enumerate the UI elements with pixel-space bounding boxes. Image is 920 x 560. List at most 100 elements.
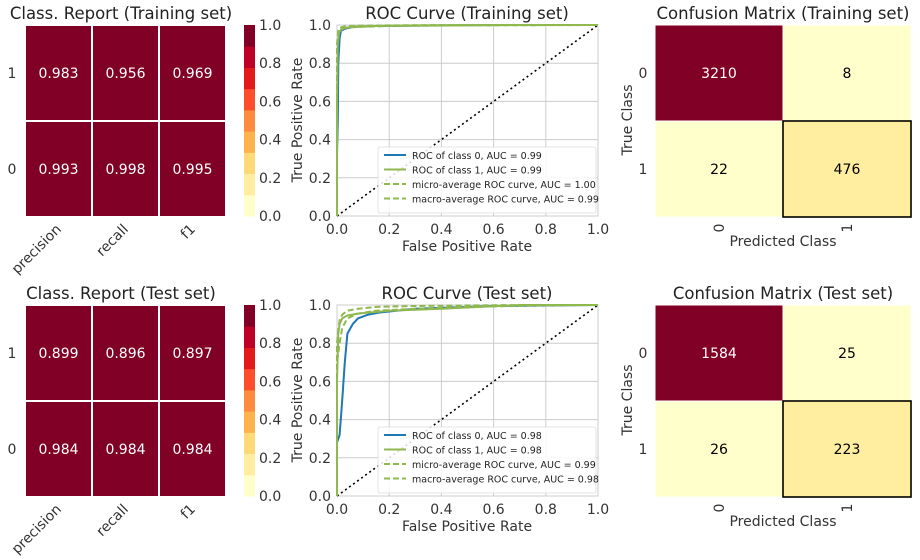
cm-test-title: Confusion Matrix (Test set) [673,284,893,303]
report-cell-value: 0.956 [105,66,145,82]
x-tick-label: 0.4 [430,502,452,518]
colorbar-segment [244,131,255,153]
cr-train-col-label-2: f1 [178,222,199,243]
cr-test-row-label-1: 0 [8,442,17,458]
y-tick-label: 0.6 [309,94,331,110]
colorbar-segment [244,109,255,132]
x-tick-label: 0.6 [482,222,504,238]
legend-entry: ROC of class 0, AUC = 0.98 [412,431,542,442]
report-cell-value: 0.897 [172,346,212,362]
confusion-cell-value: 8 [843,66,852,82]
colorbar-segment [244,432,255,455]
y-tick-label: 0.2 [309,451,331,467]
roc-series-line-2 [336,304,599,496]
report-cell-value: 0.983 [38,66,78,82]
colorbar-segment [244,46,255,68]
roc-series-line-3 [336,24,599,216]
report-cell [91,120,160,218]
cm-training-xlabel: Predicted Class [729,234,836,250]
cr-test-col-label-1: recall [94,502,132,540]
colorbar-segment [244,88,255,111]
roc-training-series [336,24,599,216]
cr-test-col-label-0: precision [9,502,65,558]
roc-training-xlabel: False Positive Rate [402,239,532,255]
cr-train-col-label-1: recall [94,222,132,260]
cm-test-row-label-1: 1 [639,442,648,458]
y-tick-label: 1.0 [309,18,331,34]
colorbar-segment [244,474,255,497]
roc-test-title: ROC Curve (Test set) [382,284,553,303]
x-tick-label: 0.2 [378,502,400,518]
confusion-cell [782,120,912,218]
colorbar-tick-label: 0.4 [259,413,281,429]
roc-curve-test: ROC Curve (Test set) 0.0 0.2 0.4 0.6 0.8 1.0 0… [290,284,609,535]
cr-train-row-label-1: 0 [8,162,17,178]
y-tick-label: 0.6 [309,374,331,390]
cm-test-xlabel: Predicted Class [729,514,836,530]
report-cell-value: 0.995 [172,162,212,178]
x-tick-label: 0.8 [535,502,557,518]
roc-curve-training: ROC Curve (Training set) 0.0 0.2 0.4 0.6 0.8… [290,4,609,255]
x-tick-label: 0.0 [326,502,348,518]
legend-entry: ROC of class 0, AUC = 0.99 [412,151,542,162]
report-cell-value: 0.984 [172,442,212,458]
y-tick-label: 0.8 [309,56,331,72]
colorbar-tick-label: 0.2 [259,451,281,467]
colorbar-segment [244,305,255,327]
confusion-cell-value: 22 [710,162,728,178]
roc-test-diagonal [336,304,599,497]
x-tick-label: 0.6 [482,502,504,518]
legend-entry: micro-average ROC curve, AUC = 1.00 [412,180,596,191]
confusion-cell-value: 3210 [701,66,737,82]
cm-test-row-label-0: 0 [639,346,648,362]
colorbar-segment [244,389,255,412]
y-tick-label: 0.0 [309,209,331,225]
cm-test-cells: 1584 25 26 223 [654,304,912,498]
colorbar-segment [244,152,255,175]
y-tick-label: 0.4 [309,133,331,149]
cm-training-cells: 3210 8 22 476 [654,24,912,218]
y-tick-label: 0.2 [309,171,331,187]
cm-training-title: Confusion Matrix (Training set) [657,4,910,23]
confusion-cell-outline [782,120,912,218]
colorbar-segment [244,326,255,348]
report-cell [158,400,227,498]
x-tick-label: 0.2 [378,222,400,238]
colorbar-tick-label: 1.0 [259,298,281,314]
y-tick-label: 1.0 [309,298,331,314]
report-cell-value: 0.993 [38,162,78,178]
confusion-matrix-training: Confusion Matrix (Training set) 3210 8 22 4… [620,4,912,250]
cm-train-row-label-0: 0 [639,66,648,82]
confusion-cell [782,24,912,122]
cr-train-col-label-0: precision [9,222,65,278]
colorbar-tick-label: 0.8 [259,56,281,72]
colorbar-tick-label: 0.8 [259,336,281,352]
report-cell [158,120,227,218]
legend-entry: macro-average ROC curve, AUC = 0.99 [412,195,599,206]
colorbar-segment [244,347,255,370]
class-report-training-cells: 0.983 0.956 0.969 0.993 0.998 0.995 [24,24,227,218]
cr-test-row-label-0: 1 [8,346,17,362]
x-tick-label: 1.0 [587,222,609,238]
confusion-cell-value: 223 [834,442,861,458]
report-cell-value: 0.998 [105,162,145,178]
colorbar-tick-label: 1.0 [259,18,281,34]
class-report-test: Class. Report (Test set) 0.899 0.896 0.897… [8,284,282,557]
roc-training-legend: ROC of class 0, AUC = 0.99 ROC of class 1… [377,146,599,214]
x-tick-label: 1.0 [587,502,609,518]
cr-test-col-label-2: f1 [178,502,199,523]
roc-test-series [336,304,599,496]
report-cell-value: 0.984 [105,442,145,458]
confusion-cell [782,304,912,402]
report-cell-value: 0.896 [105,346,145,362]
confusion-cell-outline [782,400,912,498]
confusion-cell-value: 25 [838,346,856,362]
colorbar-segment [244,25,255,47]
x-tick-label: 0.4 [430,222,452,238]
cm-train-col-label-1: 1 [840,224,856,233]
cm-test-col-label-1: 1 [840,504,856,513]
roc-test-ticks: 0.0 0.2 0.4 0.6 0.8 1.0 0.0 0.2 0.4 0.6 0.8 1.0 [309,298,609,518]
colorbar-tick-label: 0.0 [259,489,281,505]
colorbar-segment [244,67,255,90]
